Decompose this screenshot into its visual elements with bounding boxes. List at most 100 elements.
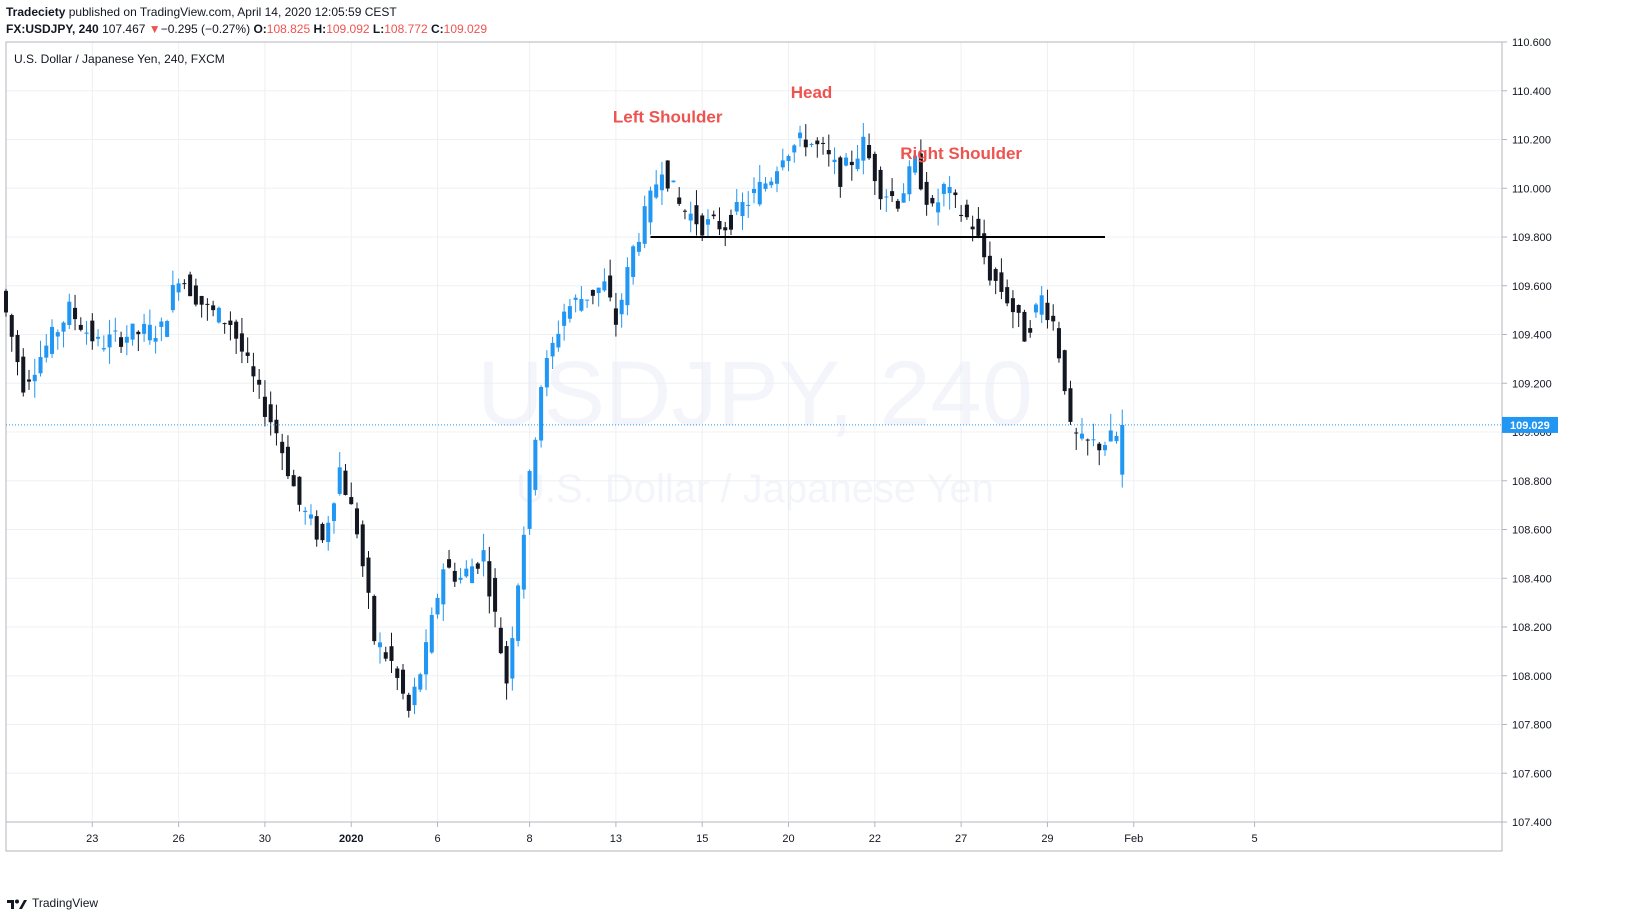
candle-body xyxy=(1068,388,1073,422)
candle-body xyxy=(113,330,118,332)
candle-body xyxy=(303,510,308,513)
author-name[interactable]: Tradeciety xyxy=(6,5,66,19)
candle-body xyxy=(130,323,135,340)
price-tick-label: 109.600 xyxy=(1512,281,1552,293)
time-tick-label: 15 xyxy=(696,833,708,845)
candle-body xyxy=(274,419,279,434)
candle-body xyxy=(711,214,716,217)
publish-info: Tradeciety published on TradingView.com,… xyxy=(6,5,397,19)
candle-body xyxy=(27,379,32,382)
current-price-label: 109.029 xyxy=(1510,420,1550,432)
pattern-annotation[interactable]: Head xyxy=(791,83,833,102)
candle-body xyxy=(959,214,964,217)
candle-body xyxy=(96,336,101,339)
candle-body xyxy=(659,174,664,191)
candle-body xyxy=(527,471,532,529)
candle-body xyxy=(682,210,687,212)
candle-body xyxy=(861,136,866,161)
time-tick-label: 5 xyxy=(1252,833,1258,845)
candle-body xyxy=(101,348,106,350)
candle-body xyxy=(84,332,89,334)
candle-body xyxy=(222,323,227,325)
price-tick-label: 109.200 xyxy=(1512,378,1552,390)
candle-body xyxy=(1074,432,1079,434)
candle-body xyxy=(803,139,808,148)
candle-body xyxy=(544,358,549,388)
candle-body xyxy=(193,285,198,305)
candle-body xyxy=(654,184,659,198)
candle-body xyxy=(1062,350,1067,392)
candle-body xyxy=(32,374,37,382)
candle-body xyxy=(153,338,158,342)
candle-body xyxy=(901,193,906,203)
candle-body xyxy=(688,213,693,221)
candle-body xyxy=(418,674,423,690)
candle-body xyxy=(234,321,239,339)
candle-body xyxy=(763,183,768,189)
candle-body xyxy=(493,577,498,612)
price-tick-label: 108.800 xyxy=(1512,476,1552,488)
candle-body xyxy=(964,204,969,218)
time-tick-label: 13 xyxy=(610,833,622,845)
candle-body xyxy=(821,142,826,144)
candle-body xyxy=(1097,443,1102,451)
price-tick-label: 110.400 xyxy=(1512,86,1551,98)
time-tick-label: 30 xyxy=(259,833,271,845)
change-down-icon: ▼ xyxy=(148,22,161,36)
time-tick-label: 23 xyxy=(86,833,98,845)
pattern-annotation[interactable]: Left Shoulder xyxy=(613,107,723,126)
tradingview-logo-icon xyxy=(7,899,27,909)
price-tick-label: 109.400 xyxy=(1512,330,1552,342)
price-tick-label: 107.800 xyxy=(1512,720,1552,732)
price-tick-label: 107.600 xyxy=(1512,768,1552,780)
candle-body xyxy=(533,439,538,490)
candle-body xyxy=(78,324,83,330)
candle-body xyxy=(383,652,388,659)
candle-body xyxy=(976,218,981,236)
candle-body xyxy=(556,333,561,348)
candle-body xyxy=(516,585,521,641)
close-label: C: xyxy=(430,22,444,36)
candle-body xyxy=(585,299,590,301)
candle-body xyxy=(982,233,987,258)
candle-body xyxy=(291,475,296,487)
candle-body xyxy=(458,577,463,580)
watermark-symbol: USDJPY, 240 xyxy=(477,343,1033,445)
time-tick-label: 8 xyxy=(527,833,533,845)
candle-body xyxy=(671,180,676,183)
candle-body xyxy=(395,668,400,678)
candle-body xyxy=(124,336,129,343)
candle-body xyxy=(999,272,1004,292)
candle-body xyxy=(625,267,630,306)
candle-body xyxy=(107,334,112,348)
candle-body xyxy=(596,287,601,294)
candle-body xyxy=(1085,439,1090,441)
price-tick-label: 108.600 xyxy=(1512,525,1552,537)
chart-frame xyxy=(5,41,1503,852)
candle-body xyxy=(441,569,446,605)
candle-body xyxy=(1091,439,1096,441)
candle-body xyxy=(475,563,480,569)
candle-body xyxy=(677,197,682,204)
candle-body xyxy=(119,337,124,347)
last-price: 107.467 xyxy=(102,22,146,36)
watermark-name: U.S. Dollar / Japanese Yen xyxy=(516,467,994,511)
candle-body xyxy=(665,160,670,189)
candle-body xyxy=(429,614,434,653)
pane-title: U.S. Dollar / Japanese Yen, 240, FXCM xyxy=(14,52,225,66)
candle-body xyxy=(769,181,774,186)
candle-body xyxy=(510,638,515,679)
candle-body xyxy=(349,497,354,505)
pattern-annotation[interactable]: Right Shoulder xyxy=(900,144,1022,163)
candle-body xyxy=(1079,433,1084,439)
low-label: L: xyxy=(372,22,385,36)
candle-body xyxy=(320,523,325,541)
candle-body xyxy=(792,145,797,153)
price-axis[interactable]: 107.400 107.600 107.800 108.000 108.200 108.4… xyxy=(1502,37,1552,829)
candle-body xyxy=(308,514,313,519)
time-axis[interactable]: 23 26 30 2020 6 8 13 15 20 22 27 29 Feb 5 xyxy=(86,822,1258,845)
price-tick-label: 108.400 xyxy=(1512,573,1552,585)
time-tick-label: Feb xyxy=(1124,833,1143,845)
candle-body xyxy=(815,140,820,145)
